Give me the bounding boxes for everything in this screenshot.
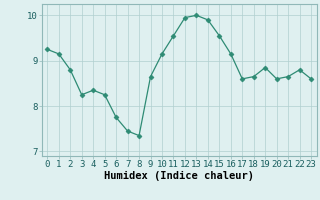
- X-axis label: Humidex (Indice chaleur): Humidex (Indice chaleur): [104, 171, 254, 181]
